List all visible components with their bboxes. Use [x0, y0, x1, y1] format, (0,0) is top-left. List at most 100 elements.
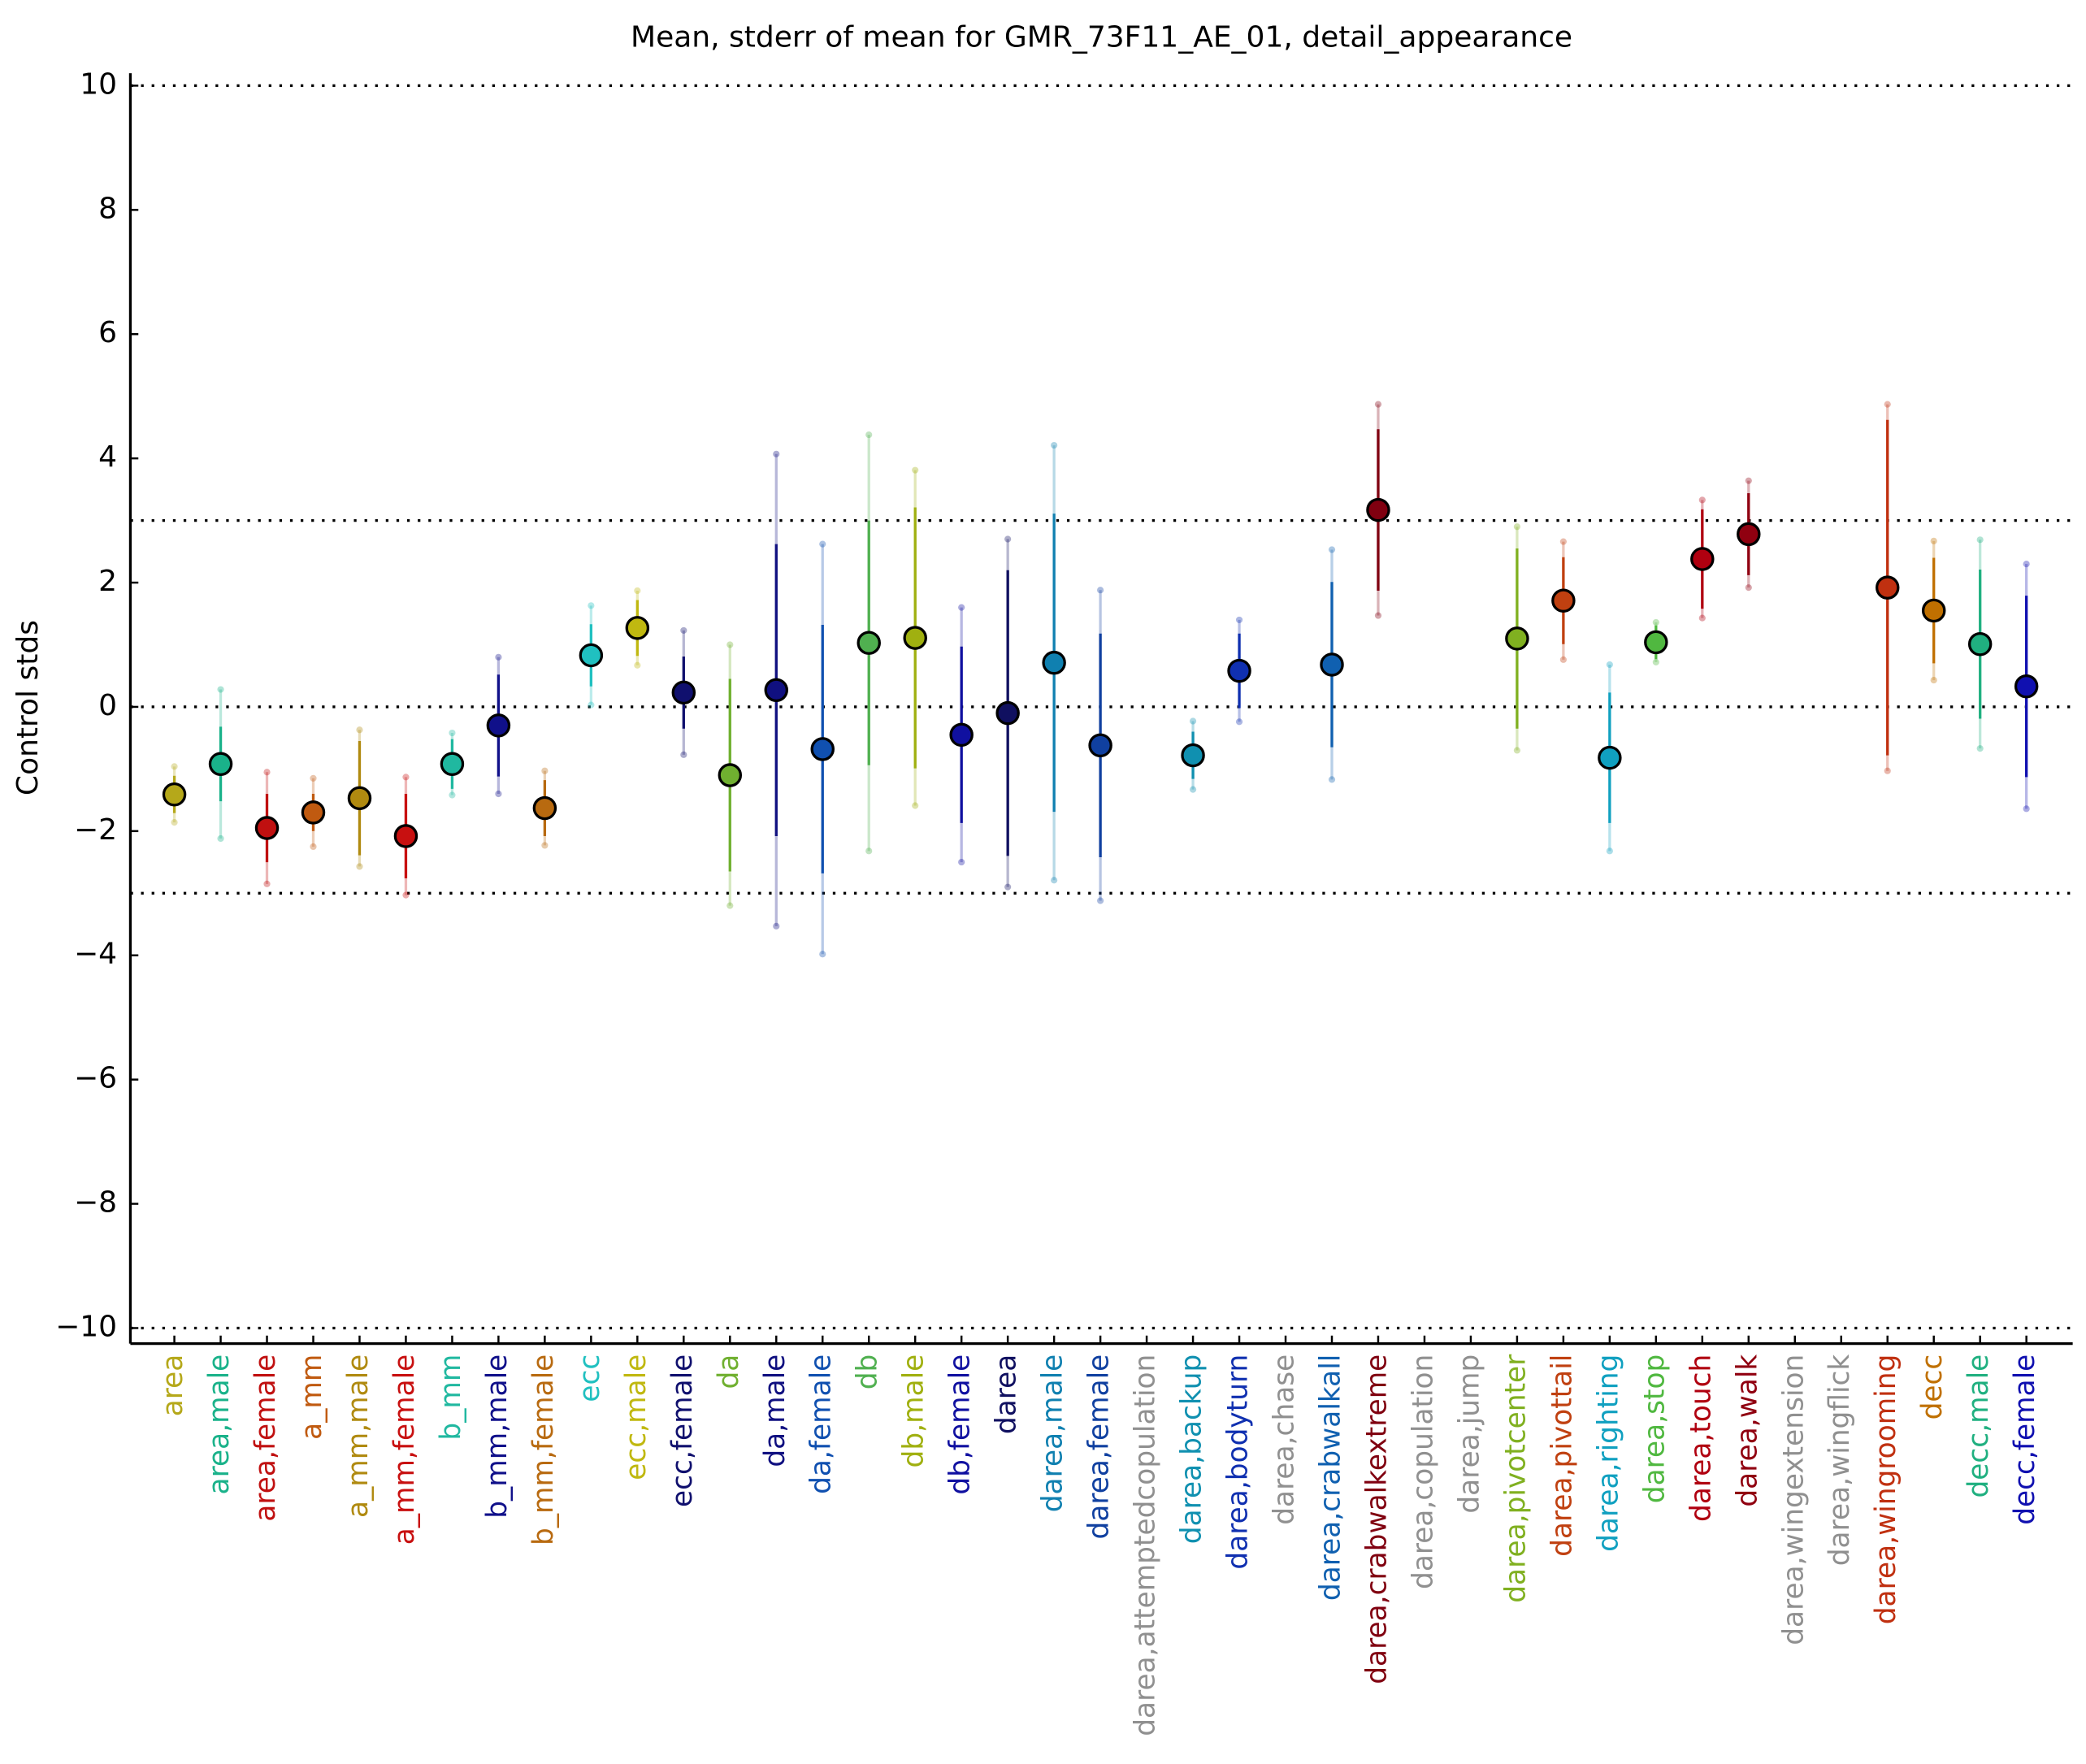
spread-end [1004, 535, 1012, 543]
x-tick-label: db [852, 1354, 884, 1390]
spread-end [1976, 536, 1984, 544]
spread-end [1328, 776, 1336, 783]
mean-marker [1598, 745, 1622, 770]
x-tick-label: area,male [203, 1354, 236, 1495]
spread-end [912, 802, 919, 809]
spread-end [726, 641, 734, 648]
x-tick-label: decc,male [1962, 1354, 1995, 1498]
x-tick-label: darea,crabwalkall [1314, 1354, 1347, 1601]
x-tick-label: ecc,male [620, 1354, 653, 1480]
x-tick-label: a_mm [296, 1354, 328, 1440]
x-tick-label: ecc [574, 1354, 606, 1402]
spread-end [171, 763, 178, 770]
x-tick-label: darea,crabwalkextreme [1360, 1354, 1393, 1684]
mean-marker [718, 763, 743, 787]
x-tick-label: darea,wingflick [1824, 1354, 1856, 1567]
mean-marker [1644, 630, 1668, 655]
mean-marker [671, 680, 696, 705]
spread-end [1513, 747, 1520, 754]
spread-end [1374, 401, 1382, 408]
spread-end [263, 769, 271, 776]
spread-end [1745, 477, 1752, 484]
spread-end [1559, 538, 1567, 545]
mean-marker [1042, 650, 1066, 675]
spread-end [726, 902, 734, 909]
spread-end [634, 661, 641, 669]
spread-end [1745, 584, 1752, 592]
mean-marker [1551, 588, 1576, 613]
spread-end [819, 540, 826, 548]
mean-marker [764, 678, 789, 703]
x-tick-label: db,male [898, 1354, 930, 1468]
x-tick-label: darea,touch [1685, 1354, 1717, 1522]
y-tick-label: 8 [98, 192, 117, 225]
x-tick-label: da,female [805, 1354, 838, 1494]
spread-end [217, 686, 224, 693]
mean-marker [1320, 652, 1344, 677]
y-tick-label: −4 [74, 938, 117, 971]
spread-end [680, 751, 687, 758]
spread-end [588, 701, 595, 709]
mean-marker [1875, 575, 1900, 600]
y-tick-label: 2 [98, 565, 117, 598]
spread-end [958, 604, 965, 611]
spread-end [217, 834, 224, 843]
x-tick-label: a_mm,female [388, 1354, 421, 1545]
spread-end [865, 847, 873, 855]
mean-marker [162, 782, 187, 807]
mean-marker [1366, 497, 1390, 522]
spread-end [171, 819, 178, 826]
spread-end [819, 951, 826, 958]
y-axis-label: Control stds [11, 620, 45, 795]
spread-end [1051, 877, 1058, 884]
x-tick-label: area [157, 1354, 189, 1417]
spread-end [1513, 523, 1520, 531]
spread-end [541, 842, 549, 849]
spread-end [634, 587, 641, 595]
y-tick-label: 4 [98, 440, 117, 474]
x-tick-label: darea,stop [1638, 1354, 1671, 1504]
mean-marker [1227, 658, 1251, 683]
x-tick-label: darea [991, 1354, 1023, 1434]
spread-end [1698, 614, 1706, 622]
y-tick-label: 6 [98, 316, 117, 349]
x-tick-label: darea,walk [1731, 1354, 1763, 1507]
x-tick-label: darea,bodyturn [1222, 1354, 1255, 1570]
mean-marker [486, 713, 511, 738]
spread-end [356, 726, 363, 734]
mean-marker [1181, 743, 1205, 768]
x-tick-label: decc,female [2009, 1354, 2041, 1525]
spread-end [1189, 786, 1197, 793]
mean-marker [625, 616, 650, 640]
y-tick-label: 10 [80, 67, 117, 101]
spread-end [2023, 805, 2030, 813]
mean-marker [949, 722, 974, 748]
x-tick-label: b_mm,male [481, 1354, 514, 1519]
spread-end [541, 767, 549, 774]
spread-end [402, 774, 410, 781]
spread-end [1328, 546, 1336, 553]
x-tick-label: decc [1916, 1354, 1949, 1420]
spread-end [1235, 718, 1243, 726]
x-tick-label: darea,backup [1176, 1354, 1208, 1545]
spread-end [1606, 847, 1613, 855]
x-tick-label: ecc,female [666, 1354, 699, 1507]
mean-marker [440, 752, 465, 777]
mean-marker [1737, 522, 1761, 547]
y-tick-label: 0 [98, 689, 117, 722]
spread-end [1976, 745, 1984, 752]
spread-end [680, 626, 687, 635]
mean-marker [208, 752, 233, 777]
mean-marker [857, 631, 881, 655]
spread-end [865, 431, 873, 439]
mean-marker [810, 737, 835, 761]
spread-end [449, 729, 456, 737]
x-tick-label: darea,attemptedcopulation [1130, 1354, 1162, 1736]
spread-end [495, 790, 502, 798]
spread-end [1652, 618, 1659, 626]
mean-marker [2014, 674, 2039, 699]
x-tick-label: area,female [249, 1354, 282, 1522]
x-tick-label: darea,jump [1453, 1354, 1485, 1514]
chart-title: Mean, stderr of mean for GMR_73F11_AE_01… [631, 21, 1572, 54]
x-tick-label: a_mm,male [342, 1354, 375, 1518]
